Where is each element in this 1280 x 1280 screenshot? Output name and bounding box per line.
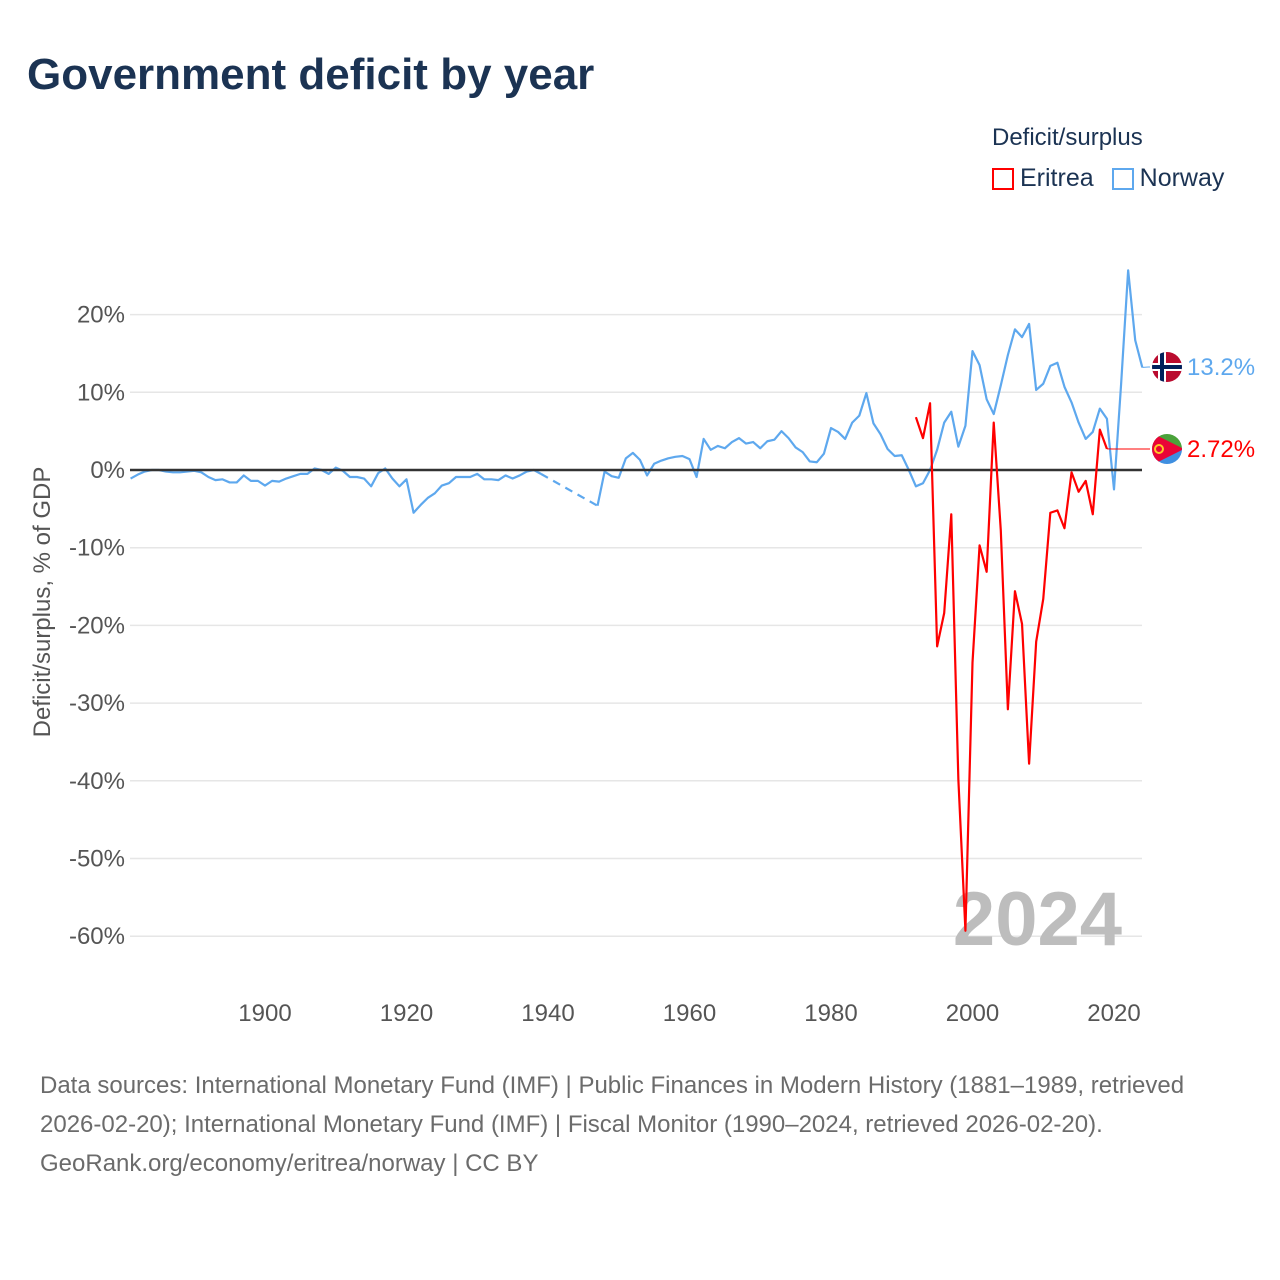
- x-tick-label: 2020: [1087, 1000, 1140, 1027]
- legend-swatch-norway: [1111, 167, 1134, 190]
- norway-flag-icon: [1152, 352, 1182, 382]
- x-tick-label: 1960: [663, 1000, 716, 1027]
- x-tick-label: 1980: [804, 1000, 857, 1027]
- y-tick-label: 10%: [77, 379, 125, 406]
- eritrea-flag-icon: [1152, 434, 1182, 464]
- footer: Data sources: International Monetary Fun…: [40, 1066, 1240, 1183]
- year-watermark: 2024: [953, 877, 1122, 962]
- norway-end-label: 13.2%: [1187, 354, 1255, 381]
- series-line-eritrea: [914, 402, 1108, 932]
- legend-label-norway: Norway: [1139, 164, 1225, 192]
- y-tick-label: -30%: [69, 690, 125, 717]
- series-lines: [130, 269, 1150, 932]
- x-axis-ticks: 1900 1920 1940 1960 1980 2000 2020: [238, 1000, 1140, 1027]
- x-tick-label: 1900: [238, 1000, 291, 1027]
- legend-item-norway[interactable]: Norway: [1111, 164, 1225, 193]
- y-tick-label: -40%: [69, 768, 125, 795]
- y-tick-label: -10%: [69, 535, 125, 562]
- y-axis-ticks: 20% 10% 0% -10% -20% -30% -40% -50% -60%: [69, 302, 125, 951]
- eritrea-end-label: 2.72%: [1187, 436, 1255, 463]
- legend-item-eritrea[interactable]: Eritrea: [992, 164, 1094, 193]
- y-tick-label: -50%: [69, 846, 125, 873]
- legend-title: Deficit/surplus: [992, 124, 1143, 151]
- y-tick-label: 0%: [90, 457, 125, 484]
- y-tick-label: 20%: [77, 302, 125, 329]
- line-chart: 20% 10% 0% -10% -20% -30% -40% -50% -60% 1900 192…: [29, 269, 1255, 1027]
- legend: Deficit/surplus Eritrea Norway: [992, 124, 1224, 193]
- chart-title: Government deficit by year: [27, 50, 595, 99]
- y-tick-label: -60%: [69, 923, 125, 950]
- y-axis-title: Deficit/surplus, % of GDP: [29, 467, 56, 738]
- x-tick-label: 1940: [521, 1000, 574, 1027]
- legend-swatch-eritrea: [992, 167, 1014, 190]
- y-tick-label: -20%: [69, 612, 125, 639]
- x-tick-label: 1920: [380, 1000, 433, 1027]
- series-gap-norway: [540, 472, 599, 507]
- data-sources: Data sources: International Monetary Fun…: [40, 1072, 1185, 1138]
- series-line-norway: [596, 269, 1144, 506]
- x-tick-label: 2000: [946, 1000, 999, 1027]
- series-line-norway: [130, 466, 542, 514]
- legend-label-eritrea: Eritrea: [1020, 164, 1094, 192]
- gridlines: [130, 313, 1142, 937]
- credit-link[interactable]: GeoRank.org/economy/eritrea/norway | CC …: [40, 1150, 539, 1177]
